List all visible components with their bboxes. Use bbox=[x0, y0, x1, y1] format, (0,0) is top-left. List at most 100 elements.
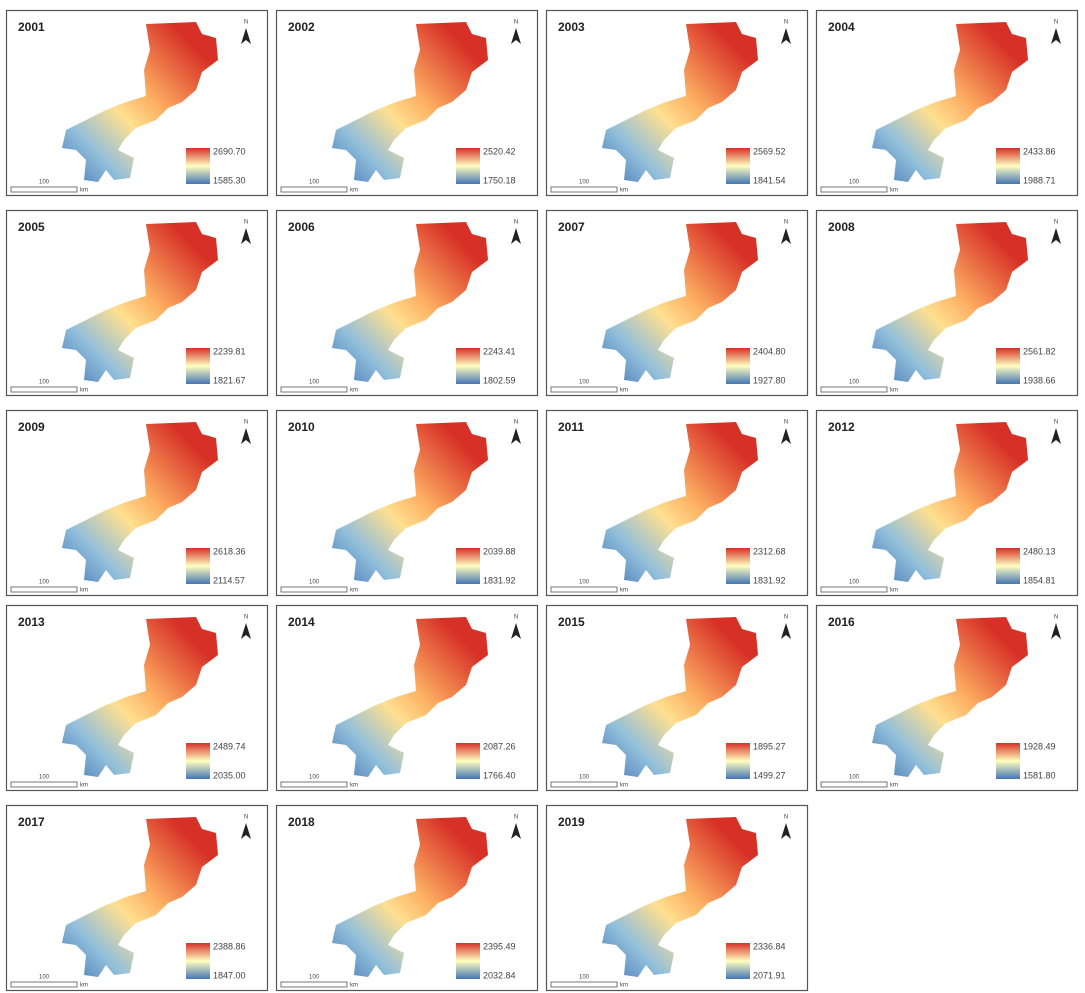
legend-min: 1841.54 bbox=[753, 175, 786, 185]
scale-bar bbox=[821, 782, 887, 787]
north-label: N bbox=[244, 615, 248, 621]
legend-ramp bbox=[186, 348, 210, 384]
legend-min: 1831.92 bbox=[753, 575, 786, 585]
legend-max: 2404.80 bbox=[753, 346, 786, 356]
scale-unit: km bbox=[620, 388, 628, 394]
legend-min: 1854.81 bbox=[1023, 575, 1056, 585]
scale-label: 100 bbox=[309, 580, 320, 586]
panel-year: 2016 bbox=[828, 615, 855, 629]
legend-min: 1927.80 bbox=[753, 375, 786, 385]
map-panel: 2010N2039.881831.92100km bbox=[277, 411, 538, 596]
legend-min: 1938.66 bbox=[1023, 375, 1056, 385]
map-panel: 2004N2433.861988.71100km bbox=[817, 11, 1078, 196]
scale-label: 100 bbox=[579, 775, 590, 781]
legend-max: 2388.86 bbox=[213, 941, 246, 951]
scale-unit: km bbox=[350, 588, 358, 594]
north-label: N bbox=[514, 615, 518, 621]
legend-max: 2395.49 bbox=[483, 941, 516, 951]
legend-max: 2480.13 bbox=[1023, 546, 1056, 556]
legend-max: 2087.26 bbox=[483, 741, 516, 751]
scale-unit: km bbox=[350, 783, 358, 789]
scale-bar bbox=[281, 587, 347, 592]
panel-year: 2014 bbox=[288, 615, 315, 629]
scale-label: 100 bbox=[39, 380, 50, 386]
scale-unit: km bbox=[80, 388, 88, 394]
scale-bar bbox=[281, 187, 347, 192]
panel-year: 2018 bbox=[288, 815, 315, 829]
scale-unit: km bbox=[350, 188, 358, 194]
north-label: N bbox=[514, 815, 518, 821]
legend-max: 2039.88 bbox=[483, 546, 516, 556]
scale-label: 100 bbox=[309, 180, 320, 186]
legend-min: 1847.00 bbox=[213, 970, 246, 980]
scale-unit: km bbox=[620, 783, 628, 789]
north-label: N bbox=[1054, 220, 1058, 226]
map-panel: 2013N2489.742035.00100km bbox=[7, 606, 268, 791]
scale-bar bbox=[551, 187, 617, 192]
legend-max: 2561.82 bbox=[1023, 346, 1056, 356]
north-label: N bbox=[514, 220, 518, 226]
legend-min: 2114.57 bbox=[213, 575, 245, 585]
panel-year: 2013 bbox=[18, 615, 45, 629]
scale-unit: km bbox=[350, 388, 358, 394]
legend-min: 1988.71 bbox=[1023, 175, 1056, 185]
panel-year: 2019 bbox=[558, 815, 585, 829]
scale-unit: km bbox=[620, 983, 628, 989]
map-grid: 2001N2690.701585.30100km2002N2520.421750… bbox=[0, 0, 1085, 993]
legend-ramp bbox=[186, 743, 210, 779]
scale-label: 100 bbox=[39, 180, 50, 186]
scale-bar bbox=[11, 187, 77, 192]
scale-label: 100 bbox=[849, 775, 860, 781]
scale-bar bbox=[281, 387, 347, 392]
panel-year: 2011 bbox=[558, 420, 584, 434]
legend-ramp bbox=[456, 148, 480, 184]
legend-ramp bbox=[186, 548, 210, 584]
legend-min: 1750.18 bbox=[483, 175, 516, 185]
panel-year: 2017 bbox=[18, 815, 45, 829]
legend-ramp bbox=[456, 743, 480, 779]
map-panel: 2015N1895.271499.27100km bbox=[547, 606, 808, 791]
legend-max: 2336.84 bbox=[753, 941, 786, 951]
scale-unit: km bbox=[620, 588, 628, 594]
legend-min: 1766.40 bbox=[483, 770, 516, 780]
panel-year: 2003 bbox=[558, 20, 585, 34]
scale-bar bbox=[11, 982, 77, 987]
scale-bar bbox=[11, 782, 77, 787]
legend-ramp bbox=[186, 943, 210, 979]
legend-min: 2035.00 bbox=[213, 770, 246, 780]
scale-label: 100 bbox=[39, 580, 50, 586]
legend-ramp bbox=[996, 743, 1020, 779]
legend-ramp bbox=[726, 743, 750, 779]
north-label: N bbox=[784, 815, 788, 821]
scale-label: 100 bbox=[579, 380, 590, 386]
scale-label: 100 bbox=[579, 975, 590, 981]
legend-ramp bbox=[726, 548, 750, 584]
legend-min: 1585.30 bbox=[213, 175, 246, 185]
panel-year: 2007 bbox=[558, 220, 585, 234]
map-panel: 2002N2520.421750.18100km bbox=[277, 11, 538, 196]
legend-max: 2520.42 bbox=[483, 146, 516, 156]
legend-ramp bbox=[456, 943, 480, 979]
legend-max: 2489.74 bbox=[213, 741, 246, 751]
scale-label: 100 bbox=[309, 380, 320, 386]
legend-max: 2690.70 bbox=[213, 146, 246, 156]
scale-bar bbox=[821, 187, 887, 192]
scale-unit: km bbox=[620, 188, 628, 194]
legend-max: 2312.68 bbox=[753, 546, 786, 556]
scale-label: 100 bbox=[39, 775, 50, 781]
scale-label: 100 bbox=[849, 580, 860, 586]
legend-min: 1499.27 bbox=[753, 770, 786, 780]
panel-year: 2015 bbox=[558, 615, 585, 629]
north-label: N bbox=[784, 220, 788, 226]
legend-min: 2071.91 bbox=[753, 970, 786, 980]
legend-max: 1928.49 bbox=[1023, 741, 1056, 751]
north-label: N bbox=[244, 815, 248, 821]
panel-year: 2006 bbox=[288, 220, 315, 234]
